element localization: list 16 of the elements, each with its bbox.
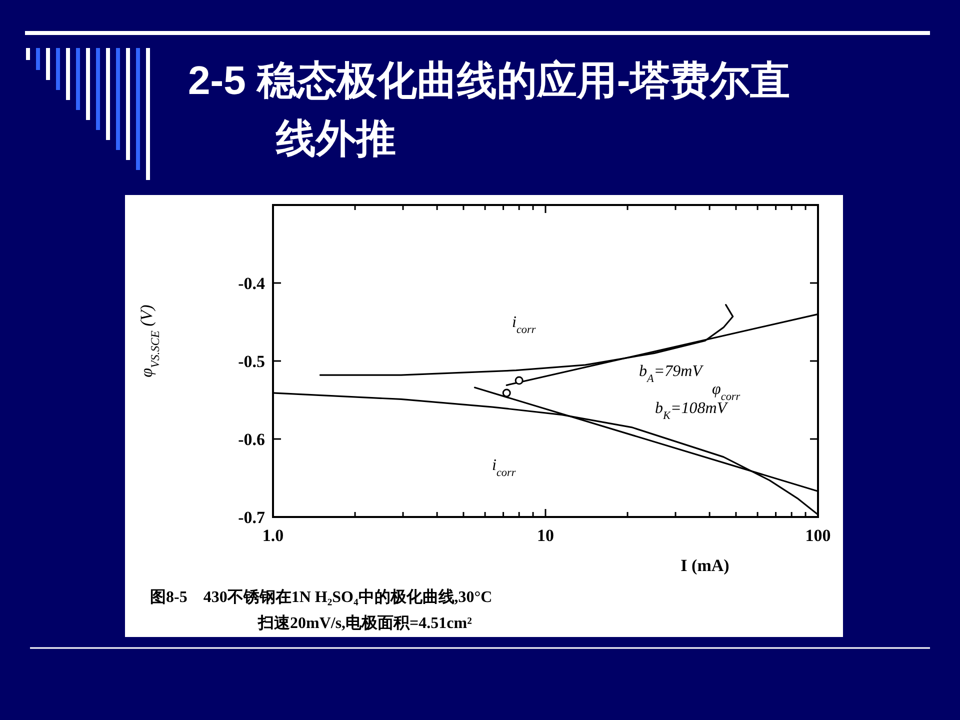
x-tick-label: 10 — [537, 526, 554, 545]
x-tick-label: 100 — [805, 526, 831, 545]
text: 扫速20mV/s,电极面积=4.51cm² — [257, 614, 472, 632]
x-tick-label: 1.0 — [262, 526, 284, 545]
chart-title: 2-5 稳态极化曲线的应用-塔费尔直线外推 — [188, 58, 792, 163]
annotation: b$_{K}$=108mV — [655, 400, 729, 422]
y-tick-label: -0.4 — [238, 274, 266, 293]
y-tick-label: -0.5 — [238, 352, 265, 371]
annotation: b$_{A}$=79mV — [639, 363, 704, 385]
y-tick-label: -0.7 — [238, 508, 266, 527]
caption: 图8-5 430不锈钢在1N H₂SO₄中的极化曲线,30°C — [150, 588, 492, 606]
annotation: φ$_{corr}$ — [712, 381, 741, 403]
x-axis-title: I (mA) — [680, 556, 730, 575]
annotation: i$_{corr}$ — [512, 314, 536, 336]
annotation: i$_{corr}$ — [492, 457, 516, 479]
y-tick-label: -0.6 — [238, 430, 265, 449]
